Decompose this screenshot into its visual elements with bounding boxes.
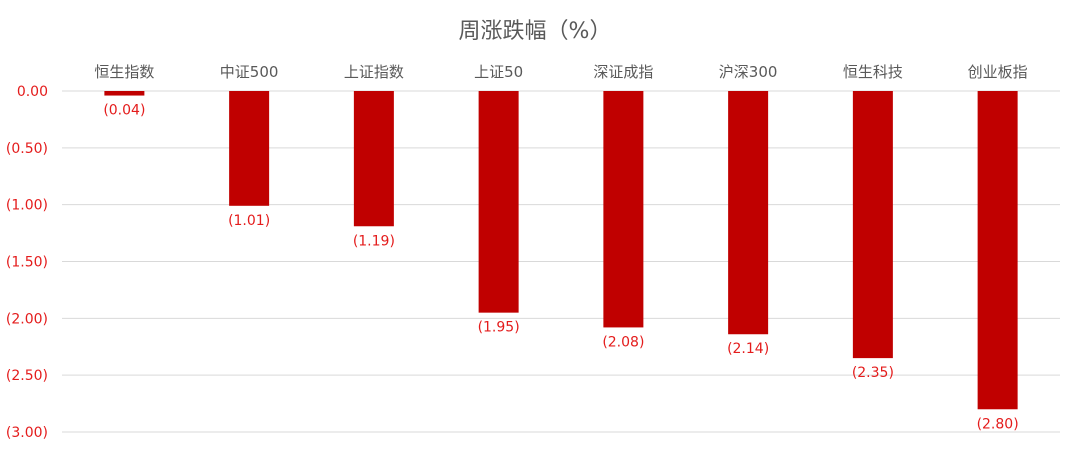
data-labels: (0.04) (1.01) (1.19) (1.95) (2.08) (2.14) (2.3… xyxy=(103,103,1018,433)
y-axis-ticks: 0.00 (0.50) (1.00) (1.50) (2.00) (2.50) (3.00) xyxy=(6,84,48,441)
bar xyxy=(104,91,145,96)
data-label: (1.19) xyxy=(353,233,395,249)
y-tick-label: (0.50) xyxy=(6,141,48,157)
bar xyxy=(852,91,893,359)
y-tick-label: (2.00) xyxy=(6,311,48,327)
data-label: (2.35) xyxy=(852,365,894,381)
bar xyxy=(353,91,394,227)
category-label: 恒生科技 xyxy=(843,63,903,81)
data-label: (0.04) xyxy=(103,103,145,119)
bars xyxy=(104,91,1018,410)
bar xyxy=(478,91,519,313)
bar xyxy=(728,91,769,335)
data-label: (1.01) xyxy=(228,213,270,229)
y-tick-label: 0.00 xyxy=(17,84,48,100)
bar xyxy=(603,91,644,328)
category-label: 恒生指数 xyxy=(94,63,154,81)
category-label: 深证成指 xyxy=(593,63,653,81)
y-tick-label: (1.50) xyxy=(6,255,48,271)
data-label: (2.80) xyxy=(977,416,1019,432)
category-label: 创业板指 xyxy=(968,63,1028,81)
data-label: (2.08) xyxy=(602,334,644,350)
category-label: 沪深300 xyxy=(719,63,778,81)
category-label: 上证50 xyxy=(474,63,523,81)
chart-title: 周涨跌幅（%） xyxy=(459,19,612,44)
category-label: 中证500 xyxy=(220,63,279,81)
data-label: (1.95) xyxy=(478,320,520,336)
y-tick-label: (2.50) xyxy=(6,368,48,384)
y-tick-label: (1.00) xyxy=(6,198,48,214)
data-label: (2.14) xyxy=(727,341,769,357)
gridlines xyxy=(62,90,1060,433)
y-tick-label: (3.00) xyxy=(6,425,48,441)
bar xyxy=(229,91,270,206)
category-label: 上证指数 xyxy=(344,63,404,81)
category-labels: 恒生指数 中证500 上证指数 上证50 深证成指 沪深300 恒生科技 创业板指 xyxy=(94,63,1027,81)
bar xyxy=(977,91,1018,410)
